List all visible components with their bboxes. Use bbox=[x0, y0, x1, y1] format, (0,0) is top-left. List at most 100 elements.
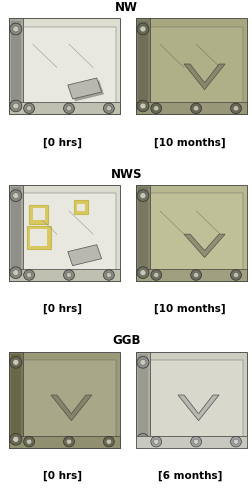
Circle shape bbox=[13, 270, 19, 276]
Circle shape bbox=[66, 272, 71, 278]
Circle shape bbox=[139, 270, 145, 276]
Bar bbox=[146, 26, 242, 106]
Circle shape bbox=[232, 439, 238, 444]
Bar bbox=[135, 102, 246, 114]
Bar bbox=[146, 360, 242, 440]
Circle shape bbox=[10, 23, 22, 35]
Bar bbox=[9, 352, 23, 448]
Bar bbox=[135, 352, 150, 448]
Text: [10 months]: [10 months] bbox=[154, 138, 225, 147]
Circle shape bbox=[13, 103, 19, 109]
Circle shape bbox=[136, 190, 148, 202]
Circle shape bbox=[24, 436, 35, 447]
Circle shape bbox=[153, 272, 158, 278]
Bar bbox=[138, 354, 147, 445]
Circle shape bbox=[230, 436, 240, 447]
Circle shape bbox=[13, 192, 19, 198]
Circle shape bbox=[24, 270, 35, 280]
Circle shape bbox=[136, 23, 148, 35]
Circle shape bbox=[190, 436, 201, 447]
Circle shape bbox=[10, 356, 22, 368]
Circle shape bbox=[24, 103, 35, 114]
Circle shape bbox=[106, 106, 111, 111]
Bar bbox=[29, 205, 48, 224]
Bar bbox=[77, 204, 84, 211]
Bar bbox=[9, 18, 23, 114]
Circle shape bbox=[230, 103, 240, 114]
Text: [0 hrs]: [0 hrs] bbox=[43, 304, 82, 314]
Bar bbox=[19, 26, 116, 106]
Circle shape bbox=[66, 439, 71, 444]
Bar bbox=[27, 226, 51, 250]
Text: [0 hrs]: [0 hrs] bbox=[43, 470, 82, 481]
Circle shape bbox=[150, 103, 161, 114]
Bar bbox=[9, 185, 119, 281]
Circle shape bbox=[153, 439, 158, 444]
Circle shape bbox=[63, 103, 74, 114]
Bar bbox=[135, 18, 246, 114]
Bar bbox=[135, 436, 246, 448]
Bar bbox=[138, 188, 147, 278]
Circle shape bbox=[63, 436, 74, 447]
Circle shape bbox=[63, 270, 74, 280]
Bar bbox=[11, 354, 21, 445]
Circle shape bbox=[26, 439, 32, 444]
Bar bbox=[11, 21, 21, 112]
Circle shape bbox=[193, 106, 198, 111]
Bar bbox=[135, 18, 150, 114]
Circle shape bbox=[139, 360, 145, 365]
Bar bbox=[135, 352, 246, 448]
Circle shape bbox=[139, 192, 145, 198]
Text: [10 months]: [10 months] bbox=[154, 304, 225, 314]
Circle shape bbox=[10, 190, 22, 202]
Circle shape bbox=[193, 272, 198, 278]
Circle shape bbox=[103, 103, 114, 114]
Circle shape bbox=[26, 272, 32, 278]
Circle shape bbox=[193, 439, 198, 444]
Circle shape bbox=[232, 439, 238, 444]
Bar bbox=[135, 269, 246, 281]
Circle shape bbox=[103, 436, 114, 447]
Text: GGB: GGB bbox=[112, 334, 140, 347]
Bar bbox=[74, 200, 88, 214]
Bar bbox=[9, 436, 119, 448]
Circle shape bbox=[10, 100, 22, 112]
Polygon shape bbox=[183, 64, 224, 90]
Circle shape bbox=[103, 270, 114, 280]
Circle shape bbox=[190, 103, 201, 114]
Circle shape bbox=[139, 436, 145, 442]
Bar bbox=[11, 188, 21, 278]
Polygon shape bbox=[70, 80, 104, 102]
Bar bbox=[135, 185, 150, 281]
Circle shape bbox=[190, 436, 201, 447]
Text: NWS: NWS bbox=[110, 168, 142, 180]
Bar bbox=[33, 208, 45, 220]
Circle shape bbox=[153, 106, 158, 111]
Circle shape bbox=[136, 100, 148, 112]
Bar bbox=[19, 360, 116, 440]
Text: [0 hrs]: [0 hrs] bbox=[43, 138, 82, 147]
Circle shape bbox=[150, 436, 161, 447]
Text: NW: NW bbox=[115, 1, 137, 14]
Circle shape bbox=[190, 270, 201, 280]
Circle shape bbox=[10, 267, 22, 278]
Bar bbox=[30, 230, 47, 246]
Circle shape bbox=[232, 272, 238, 278]
Polygon shape bbox=[68, 78, 101, 99]
Circle shape bbox=[150, 270, 161, 280]
Circle shape bbox=[193, 439, 198, 444]
Circle shape bbox=[26, 106, 32, 111]
Bar bbox=[9, 102, 119, 114]
Bar bbox=[19, 194, 116, 272]
Circle shape bbox=[106, 272, 111, 278]
Circle shape bbox=[136, 434, 148, 445]
Circle shape bbox=[232, 106, 238, 111]
Bar bbox=[9, 269, 119, 281]
Bar bbox=[135, 436, 246, 448]
Bar bbox=[146, 194, 242, 272]
Polygon shape bbox=[51, 395, 91, 420]
Circle shape bbox=[13, 436, 19, 442]
Polygon shape bbox=[183, 234, 224, 258]
Circle shape bbox=[10, 434, 22, 445]
Circle shape bbox=[66, 106, 71, 111]
